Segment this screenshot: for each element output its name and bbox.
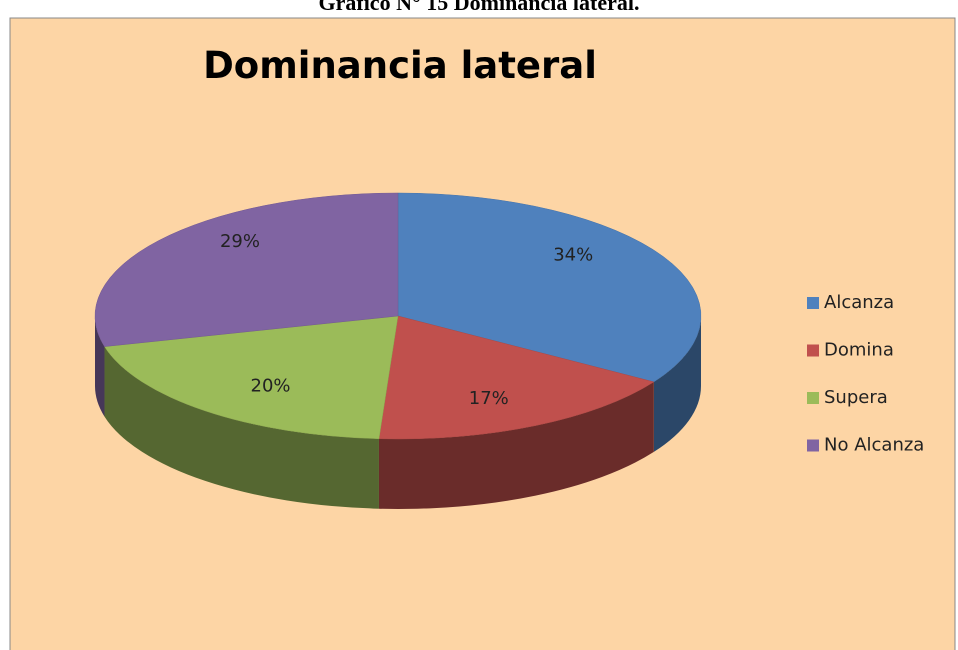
data-label: 29% (220, 231, 260, 252)
legend-label: No Alcanza (824, 435, 924, 456)
pie-slice (397, 192, 702, 383)
pie: 34% 17% 20% 29% (94, 192, 702, 509)
data-label: 17% (469, 388, 509, 409)
caption: Gráfico N° 15 Dominancia lateral. (318, 0, 639, 15)
legend-swatch (807, 297, 819, 309)
data-label: 34% (553, 245, 593, 266)
legend-label: Supera (824, 387, 888, 408)
legend-label: Domina (824, 340, 894, 361)
legend-swatch (807, 439, 819, 452)
pie-slice (104, 315, 399, 440)
pie-slice (378, 315, 655, 440)
legend-swatch (807, 344, 819, 357)
data-label: 20% (251, 376, 291, 397)
legend: Alcanza Domina Supera No Alcanza (807, 292, 924, 456)
pie-side (653, 316, 701, 452)
legend-swatch (807, 392, 819, 404)
pie-side (95, 316, 105, 417)
pie-side (378, 381, 654, 509)
chart-title: Dominancia lateral (203, 44, 597, 87)
pie-slice (94, 192, 399, 347)
pie-side (104, 346, 379, 509)
legend-label: Alcanza (824, 292, 894, 313)
